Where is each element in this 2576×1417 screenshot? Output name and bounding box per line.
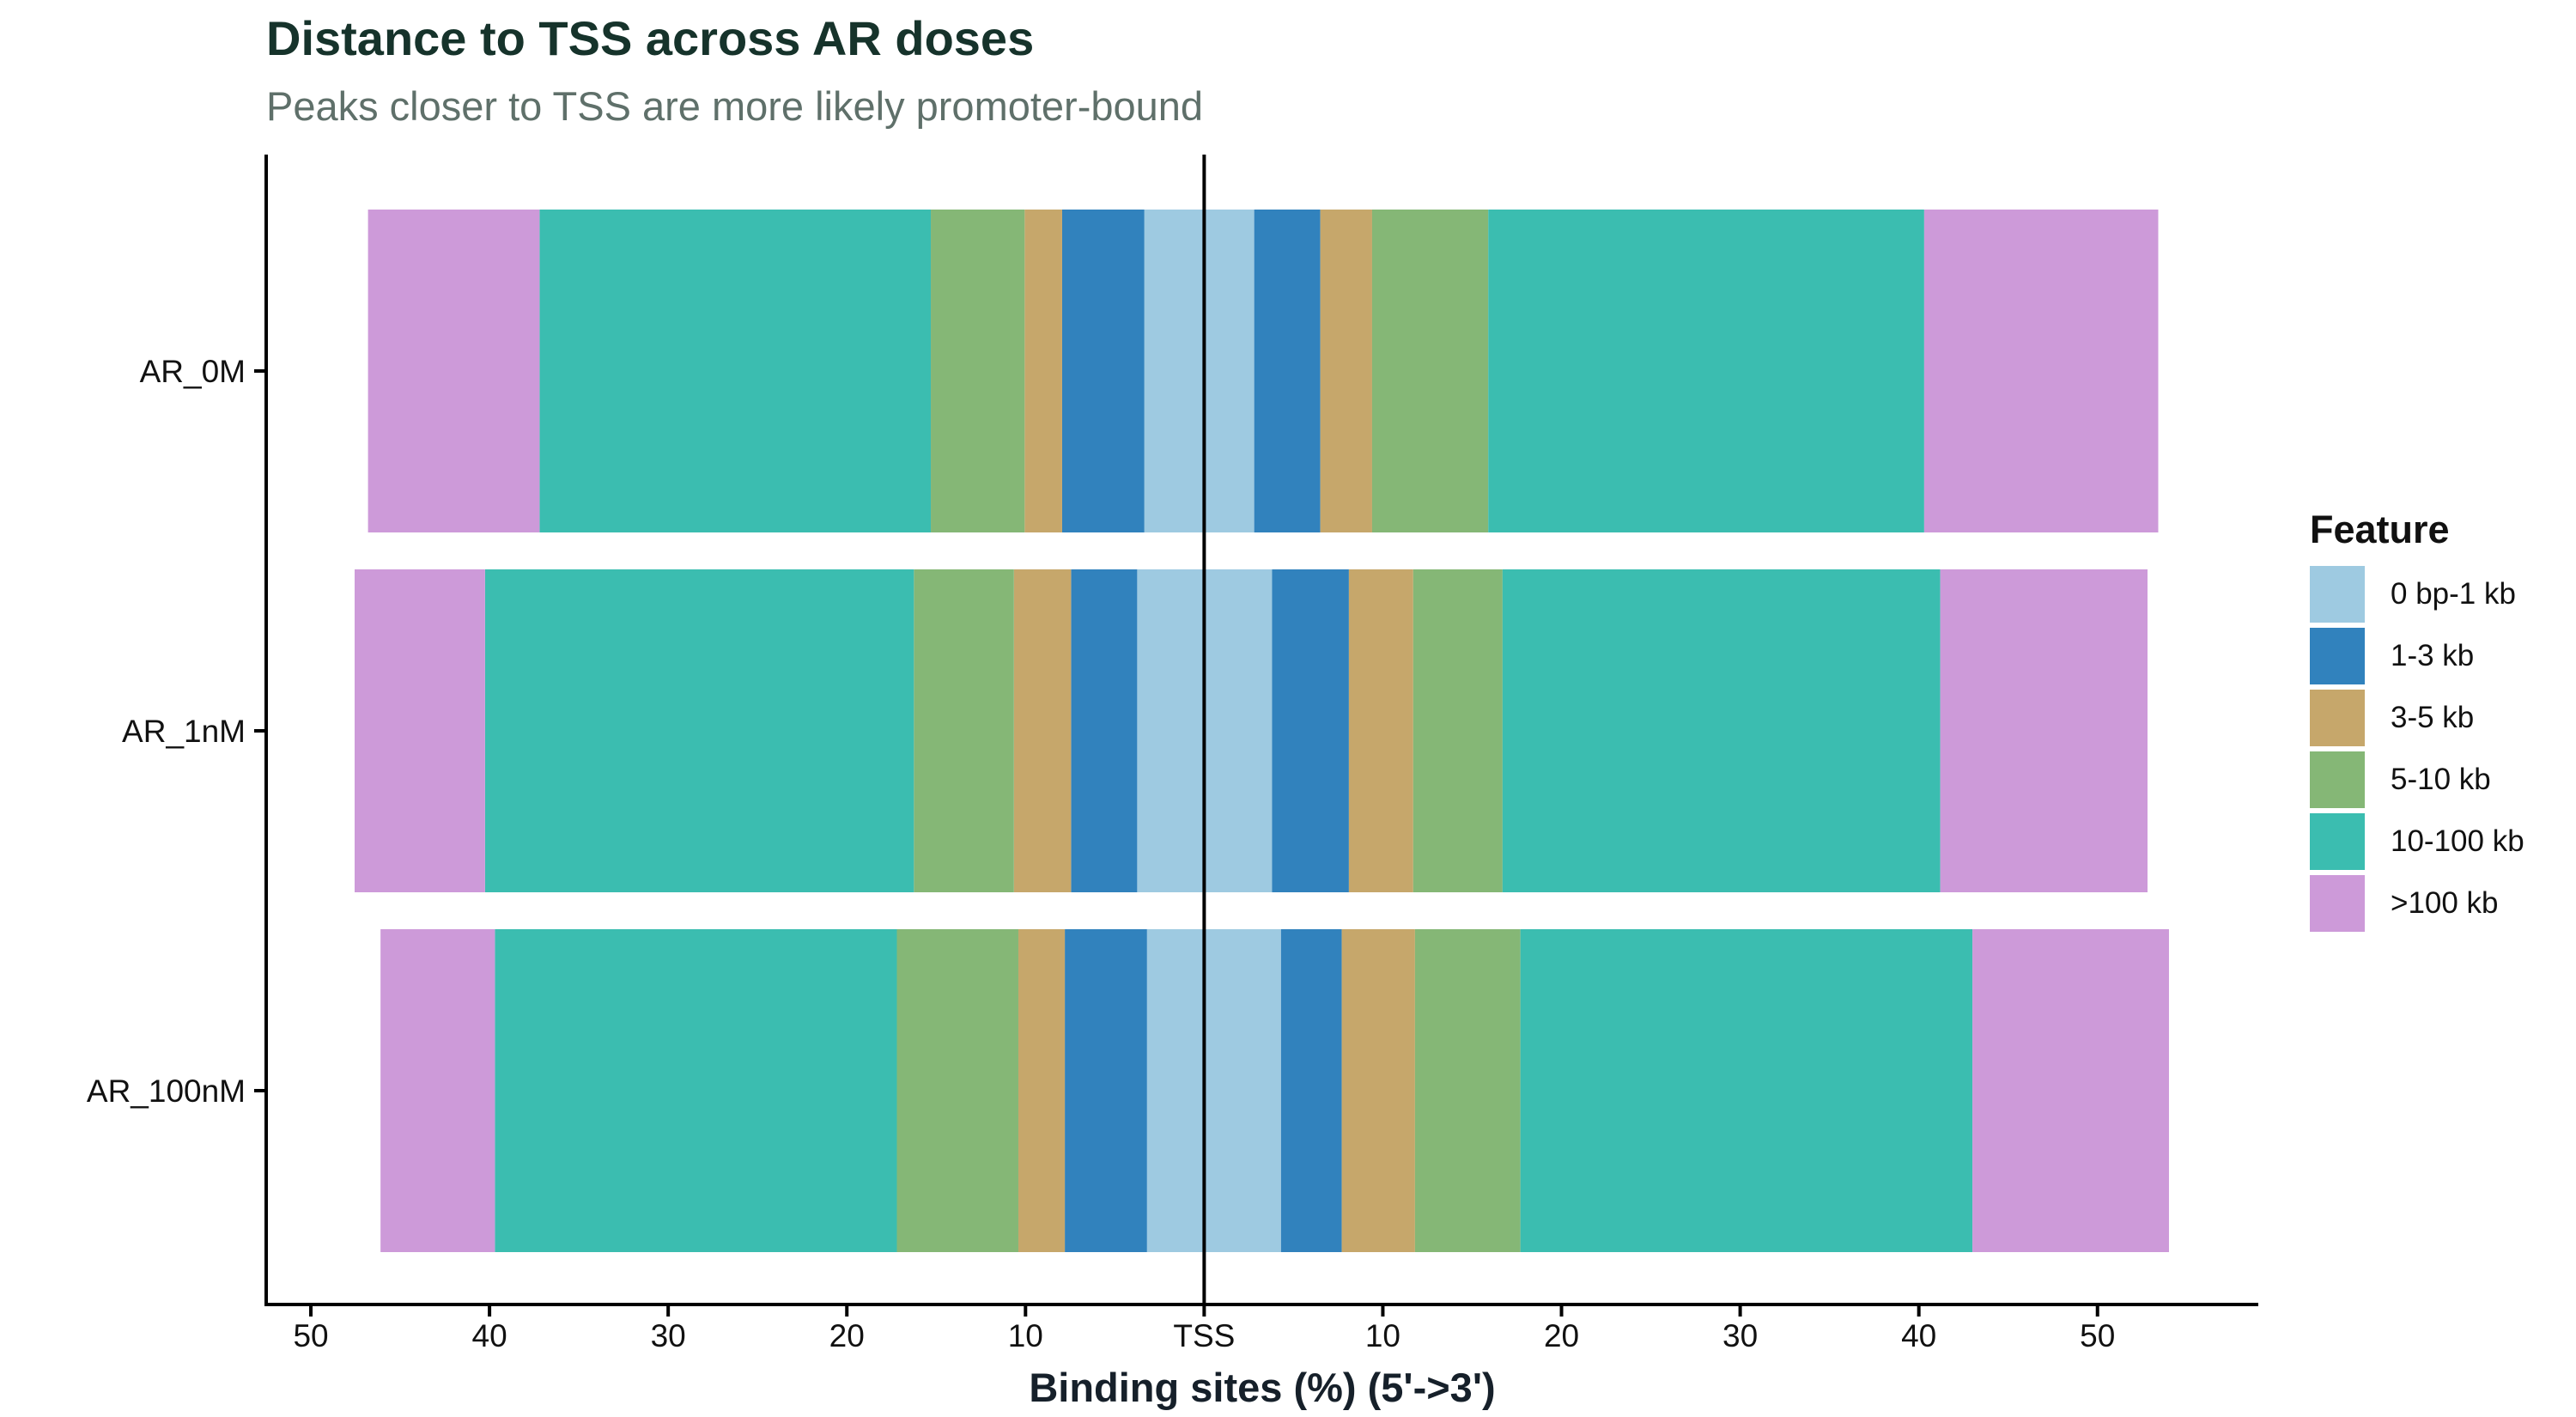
legend-item: 5-10 kb <box>2310 749 2524 811</box>
bar-upstream-AR_0M-3 <box>931 210 1025 532</box>
bar-downstream-AR_1nM-5 <box>1940 569 2148 892</box>
bar-upstream-AR_0M-1 <box>1061 210 1145 532</box>
bar-downstream-AR_0M-0 <box>1204 210 1255 532</box>
bar-downstream-AR_1nM-3 <box>1413 569 1503 892</box>
legend: Feature 0 bp-1 kb 1-3 kb 3-5 kb 5-10 kb 10-1… <box>2310 508 2524 934</box>
bar-downstream-AR_0M-2 <box>1320 210 1372 532</box>
x-ticks-layer: 50 40 30 20 10 TSS 10 20 30 40 50 <box>293 1304 2115 1353</box>
bar-downstream-AR_100nM-1 <box>1280 929 1342 1252</box>
bar-downstream-AR_0M-4 <box>1488 210 1924 532</box>
legend-label: >100 kb <box>2391 886 2499 920</box>
x-tick-label: 20 <box>829 1318 865 1353</box>
legend-title: Feature <box>2310 508 2450 551</box>
legend-label: 1-3 kb <box>2391 639 2475 672</box>
y-tick-label: AR_0M <box>140 354 246 389</box>
bar-upstream-AR_1nM-5 <box>354 569 485 892</box>
bar-downstream-AR_0M-3 <box>1371 210 1489 532</box>
legend-label: 3-5 kb <box>2391 701 2475 734</box>
legend-swatch <box>2310 813 2365 870</box>
x-tick-label: 20 <box>1544 1318 1579 1353</box>
chart-title: Distance to TSS across AR doses <box>266 11 1035 65</box>
legend-swatch <box>2310 875 2365 932</box>
bar-upstream-AR_100nM-3 <box>896 929 1018 1252</box>
x-tick-label: 50 <box>2080 1318 2115 1353</box>
x-tick-label: TSS <box>1173 1318 1235 1353</box>
bar-upstream-AR_0M-5 <box>368 210 540 532</box>
bar-downstream-AR_0M-1 <box>1254 210 1321 532</box>
legend-item: 10-100 kb <box>2310 811 2524 873</box>
x-tick-label: 50 <box>293 1318 328 1353</box>
x-tick-label: 40 <box>1901 1318 1936 1353</box>
x-tick-label: 30 <box>1722 1318 1758 1353</box>
bar-downstream-AR_100nM-2 <box>1341 929 1415 1252</box>
bar-downstream-AR_0M-5 <box>1923 210 2159 532</box>
bar-upstream-AR_1nM-0 <box>1137 569 1205 892</box>
bar-upstream-AR_100nM-0 <box>1146 929 1205 1252</box>
legend-item: >100 kb <box>2310 873 2524 934</box>
legend-label: 10-100 kb <box>2391 824 2524 858</box>
bar-downstream-AR_100nM-0 <box>1204 929 1281 1252</box>
legend-item: 1-3 kb <box>2310 625 2524 687</box>
x-tick-label: 10 <box>1008 1318 1043 1353</box>
bar-upstream-AR_0M-0 <box>1144 210 1205 532</box>
bar-downstream-AR_1nM-2 <box>1348 569 1413 892</box>
x-tick-label: 10 <box>1365 1318 1400 1353</box>
bar-upstream-AR_1nM-2 <box>1013 569 1072 892</box>
legend-swatch <box>2310 751 2365 808</box>
legend-swatch <box>2310 566 2365 623</box>
bar-downstream-AR_100nM-5 <box>1972 929 2169 1252</box>
bar-upstream-AR_100nM-1 <box>1065 929 1147 1252</box>
x-tick-label: 30 <box>651 1318 686 1353</box>
bar-upstream-AR_1nM-3 <box>914 569 1014 892</box>
bars-layer <box>354 210 2169 1252</box>
bar-upstream-AR_100nM-4 <box>495 929 897 1252</box>
bar-downstream-AR_1nM-0 <box>1204 569 1273 892</box>
bar-upstream-AR_100nM-2 <box>1018 929 1066 1252</box>
legend-item: 3-5 kb <box>2310 687 2524 749</box>
bar-upstream-AR_0M-4 <box>539 210 932 532</box>
bar-downstream-AR_100nM-3 <box>1414 929 1521 1252</box>
y-tick-label: AR_1nM <box>122 714 246 749</box>
x-axis-title: Binding sites (%) (5'->3') <box>1029 1365 1495 1410</box>
legend-item: 0 bp-1 kb <box>2310 563 2524 625</box>
legend-label: 0 bp-1 kb <box>2391 577 2516 611</box>
bar-downstream-AR_1nM-1 <box>1272 569 1349 892</box>
bar-downstream-AR_1nM-4 <box>1502 569 1941 892</box>
legend-items: 0 bp-1 kb 1-3 kb 3-5 kb 5-10 kb 10-100 kb >10… <box>2310 563 2524 934</box>
y-ticks-layer: AR_0M AR_1nM AR_100nM <box>87 354 266 1109</box>
chart-subtitle: Peaks closer to TSS are more likely prom… <box>266 83 1204 129</box>
y-tick-label: AR_100nM <box>87 1073 246 1109</box>
bar-upstream-AR_100nM-5 <box>380 929 495 1252</box>
bar-upstream-AR_1nM-1 <box>1071 569 1138 892</box>
bar-upstream-AR_0M-2 <box>1024 210 1062 532</box>
bar-upstream-AR_1nM-4 <box>484 569 914 892</box>
x-tick-label: 40 <box>472 1318 507 1353</box>
bar-downstream-AR_100nM-4 <box>1520 929 1973 1252</box>
legend-swatch <box>2310 628 2365 684</box>
legend-label: 5-10 kb <box>2391 763 2491 796</box>
legend-swatch <box>2310 690 2365 746</box>
